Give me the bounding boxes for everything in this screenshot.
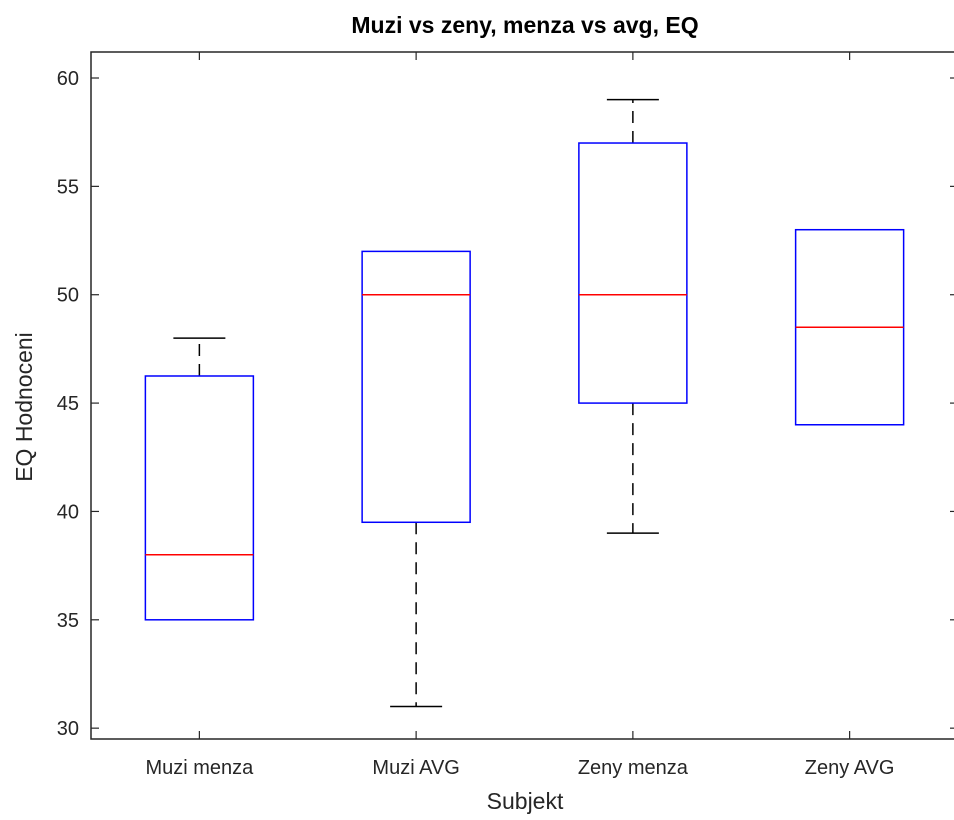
box-iqr — [578, 142, 688, 404]
plot-area: 30 35 40 45 50 55 60 Muzi menza Muzi AVG Zeny men… — [57, 51, 954, 779]
x-tick-label: Zeny menza — [578, 757, 689, 779]
chart-title: Muzi vs zeny, menza vs avg, EQ — [351, 12, 698, 38]
y-tick-label: 55 — [57, 176, 79, 198]
y-axis-label: EQ Hodnoceni — [11, 332, 37, 482]
x-tick-label: Zeny AVG — [805, 757, 895, 779]
x-axis-label: Subjekt — [487, 788, 564, 814]
plot-frame — [90, 51, 954, 740]
x-tick-label: Muzi menza — [145, 757, 254, 779]
y-tick-label: 30 — [57, 718, 79, 740]
y-tick-label: 50 — [57, 285, 79, 307]
y-tick-label: 35 — [57, 610, 79, 632]
y-tick-label: 45 — [57, 393, 79, 415]
box-iqr — [144, 375, 255, 621]
x-tick-label: Muzi AVG — [372, 757, 459, 779]
y-tick-label: 60 — [57, 68, 79, 90]
box-iqr — [361, 250, 471, 524]
y-tick-label: 40 — [57, 501, 79, 523]
